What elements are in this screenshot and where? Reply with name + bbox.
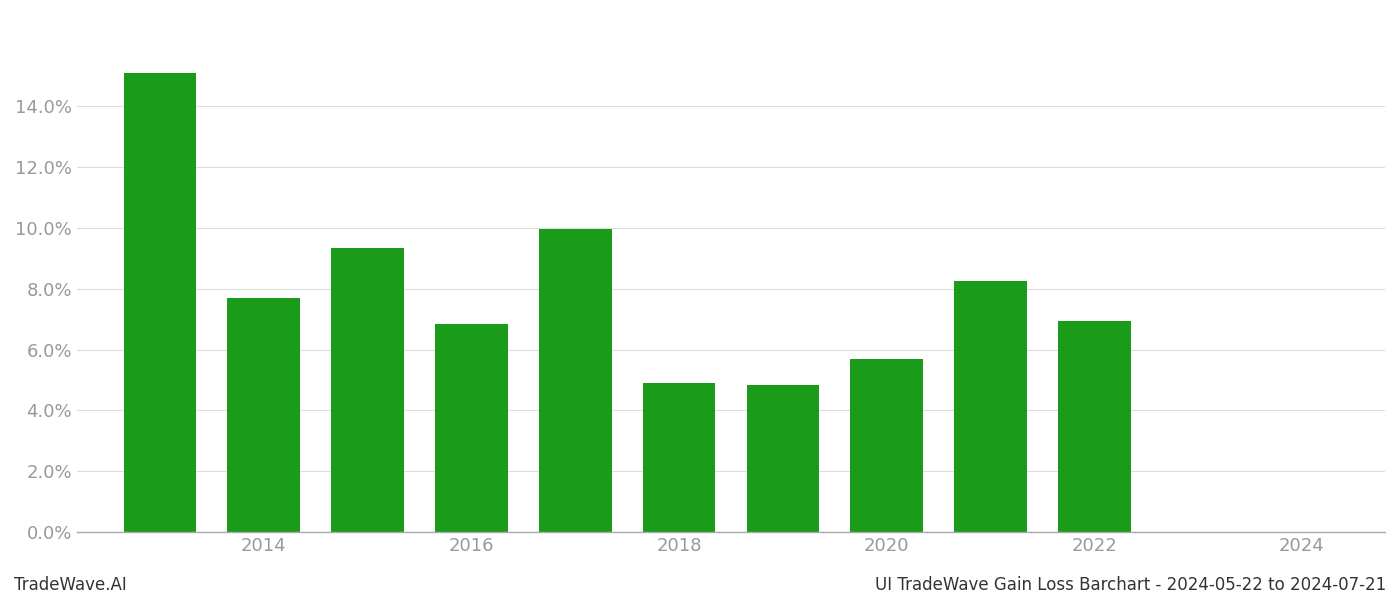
Bar: [435, 324, 508, 532]
Bar: [1058, 321, 1131, 532]
Text: TradeWave.AI: TradeWave.AI: [14, 576, 127, 594]
Text: UI TradeWave Gain Loss Barchart - 2024-05-22 to 2024-07-21: UI TradeWave Gain Loss Barchart - 2024-0…: [875, 576, 1386, 594]
Bar: [643, 383, 715, 532]
Bar: [955, 281, 1026, 532]
Bar: [539, 229, 612, 532]
Bar: [746, 385, 819, 532]
Bar: [123, 73, 196, 532]
Bar: [227, 298, 300, 532]
Bar: [850, 359, 923, 532]
Bar: [332, 248, 403, 532]
